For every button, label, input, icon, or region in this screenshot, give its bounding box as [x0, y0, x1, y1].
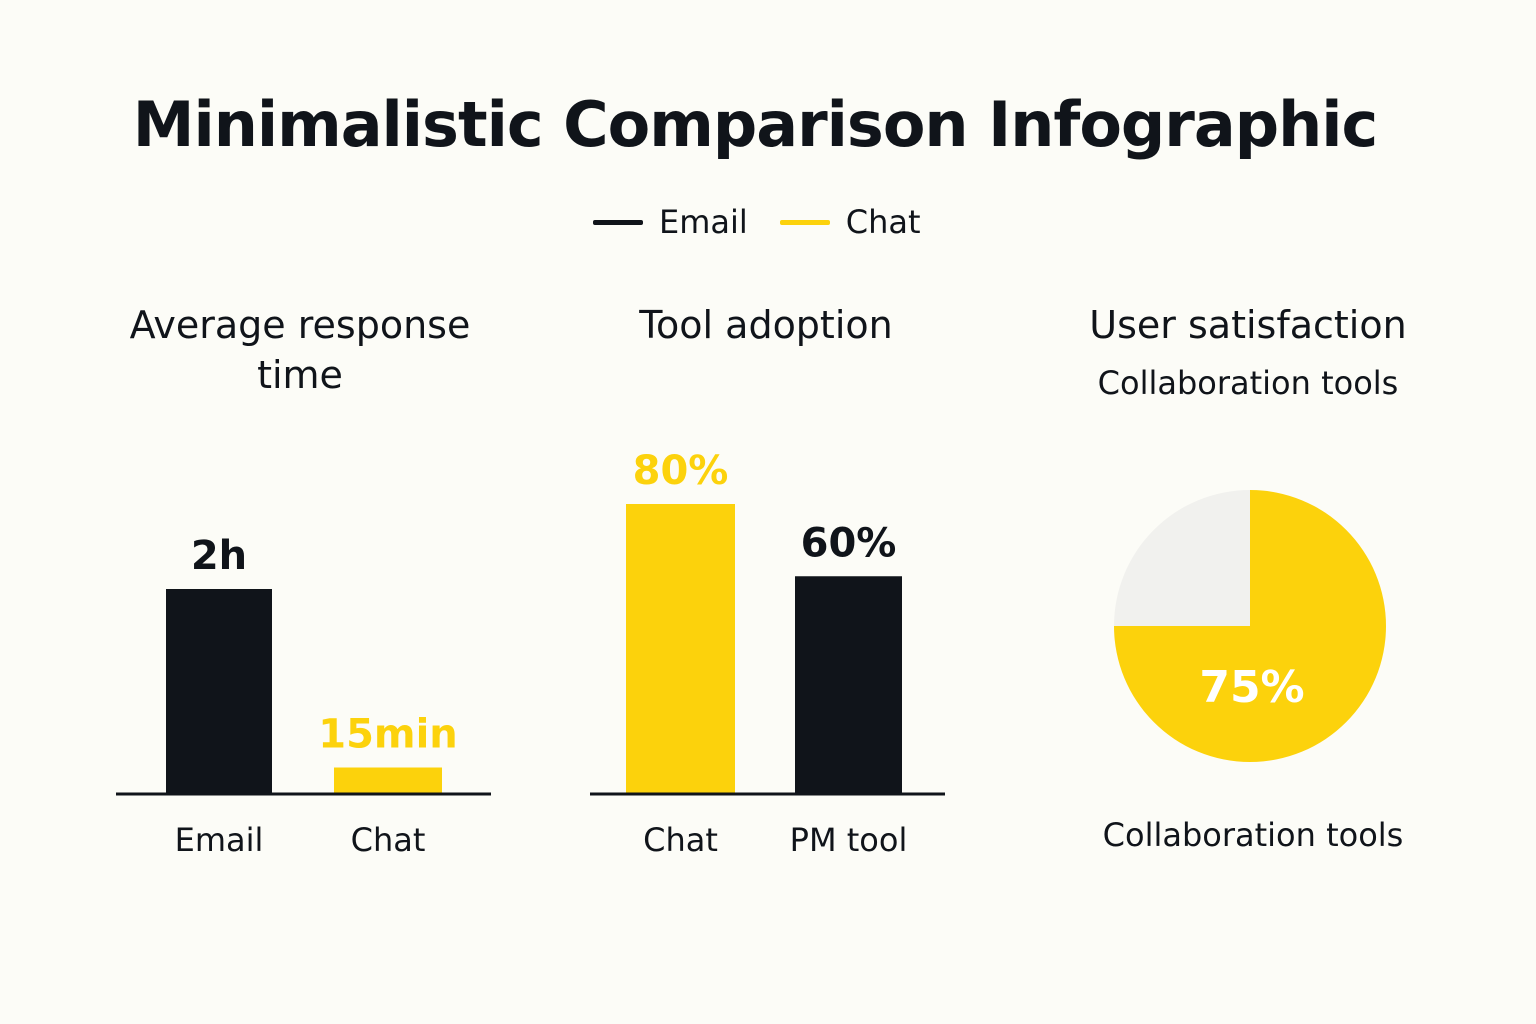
- response-time-bar-email: [166, 589, 272, 793]
- response-time-data-label: 15min: [318, 712, 458, 758]
- legend-label-chat: Chat: [845, 203, 921, 241]
- legend: Email Chat: [593, 202, 953, 242]
- tool-adoption-chart: 80% Chat 60% PM tool: [590, 448, 945, 859]
- legend-item-email: Email: [593, 203, 748, 241]
- tool-adoption-title: Tool adoption: [639, 303, 893, 347]
- response-time-chart: 2h Email 15min Chat: [116, 533, 491, 859]
- tool-adoption-tick-label: Chat: [643, 821, 718, 859]
- infographic-title: Minimalistic Comparison Infographic: [132, 88, 1378, 161]
- tool-adoption-tick-label: PM tool: [790, 821, 908, 859]
- pie-percent-label: 75%: [1199, 662, 1304, 713]
- pie-caption: Collaboration tools: [1102, 816, 1404, 854]
- tool-adoption-bar-chat: [626, 504, 735, 793]
- legend-swatch-chat: [779, 219, 830, 225]
- tool-adoption-data-label: 80%: [633, 448, 729, 494]
- response-time-tick-label: Email: [175, 821, 264, 859]
- tool-adoption-bar-pm-tool: [795, 576, 902, 793]
- user-satisfaction-title: User satisfaction: [1089, 303, 1407, 347]
- user-satisfaction-pie: 75%: [1114, 490, 1386, 762]
- legend-label-email: Email: [659, 203, 748, 241]
- response-time-bar-chat: [334, 767, 442, 793]
- response-time-title: Average response time: [129, 303, 471, 397]
- legend-swatch-email: [593, 219, 643, 225]
- user-satisfaction-subtitle: Collaboration tools: [1097, 364, 1399, 402]
- response-time-data-label: 2h: [191, 533, 247, 579]
- response-time-tick-label: Chat: [351, 821, 426, 859]
- legend-item-chat: Chat: [779, 203, 921, 241]
- pie-slice-1: [1114, 490, 1250, 626]
- tool-adoption-data-label: 60%: [801, 520, 897, 566]
